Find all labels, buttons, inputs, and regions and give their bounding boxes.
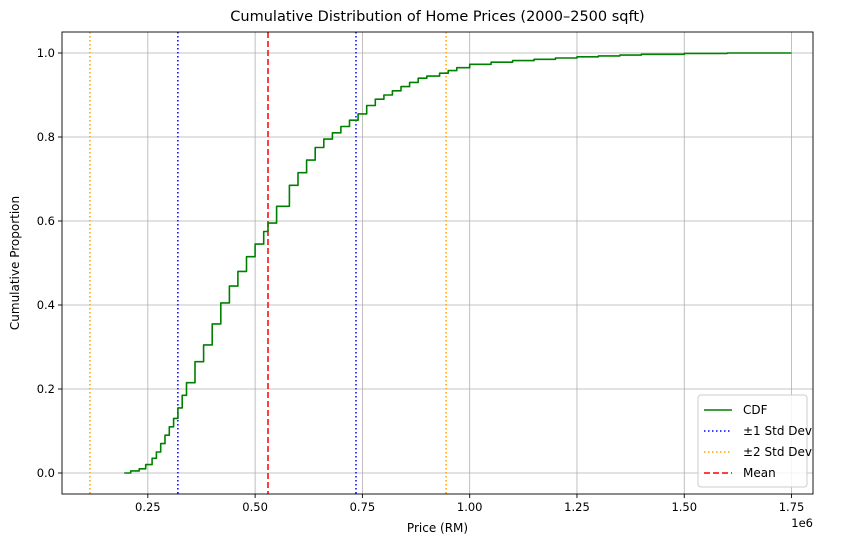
legend-label-0: CDF — [743, 403, 768, 417]
x-axis-label: Price (RM) — [407, 521, 468, 535]
x-tick-label-3: 1.00 — [457, 500, 483, 514]
legend-box — [697, 394, 808, 488]
x-axis-offset-label: 1e6 — [791, 516, 813, 530]
y-axis-label: Cumulative Proportion — [8, 196, 22, 330]
y-tick-label-4: 0.8 — [37, 130, 55, 144]
x-axis-ticks: 0.25 0.50 0.75 1.00 1.25 1.50 1.75 — [135, 494, 804, 514]
legend-label-3: Mean — [743, 466, 776, 480]
legend-items: CDF ±1 Std Dev ±2 Std Dev Mean — [704, 403, 812, 480]
chart-title: Cumulative Distribution of Home Prices (… — [230, 9, 644, 25]
data-series — [124, 52, 792, 474]
legend-label-2: ±2 Std Dev — [743, 445, 812, 459]
legend: CDF ±1 Std Dev ±2 Std Dev Mean — [697, 394, 812, 488]
x-tick-label-1: 0.50 — [242, 500, 268, 514]
reference-lines — [89, 32, 447, 494]
series-line-0 — [124, 52, 792, 474]
y-tick-label-1: 0.2 — [37, 382, 55, 396]
y-axis-ticks: 0.0 0.2 0.4 0.6 0.8 1.0 — [37, 46, 62, 480]
y-tick-label-3: 0.6 — [37, 214, 55, 228]
plot-area-frame — [61, 31, 814, 495]
x-tick-label-2: 0.75 — [350, 500, 376, 514]
x-tick-label-5: 1.50 — [671, 500, 697, 514]
x-tick-label-4: 1.25 — [564, 500, 590, 514]
x-tick-label-6: 1.75 — [779, 500, 805, 514]
y-tick-label-5: 1.0 — [37, 46, 55, 60]
x-tick-label-0: 0.25 — [135, 500, 161, 514]
y-tick-label-0: 0.0 — [37, 466, 55, 480]
legend-label-1: ±1 Std Dev — [743, 424, 812, 438]
y-tick-label-2: 0.4 — [37, 298, 55, 312]
